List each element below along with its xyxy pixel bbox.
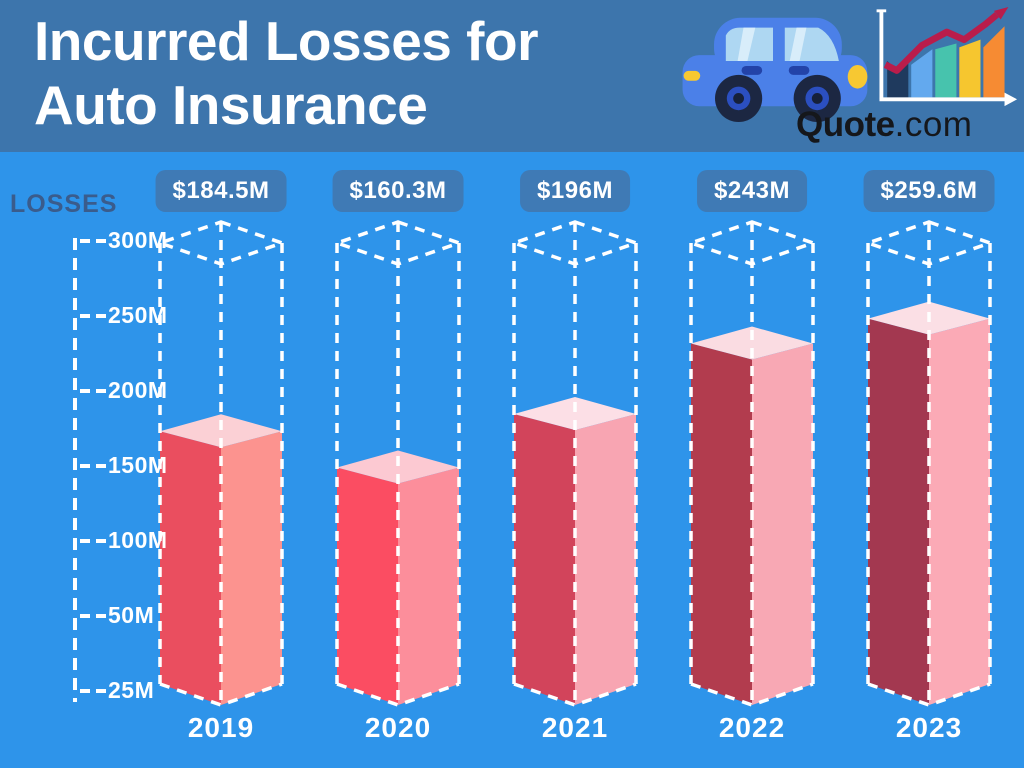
x-axis-label-2021: 2021: [541, 712, 609, 743]
x-axis-label-2023: 2023: [895, 712, 963, 743]
x-axis-label-2019: 2019: [187, 712, 255, 743]
x-axis-label-2020: 2020: [364, 712, 432, 743]
car-icon: [682, 17, 868, 122]
y-tick-label-25m: 25M: [108, 677, 155, 703]
header: Incurred Losses for Auto Insurance: [0, 0, 1024, 152]
brand-chart-logo-icon: [876, 6, 1018, 107]
y-tick-label-100m: 100M: [108, 527, 168, 553]
y-tick-label-300m: 300M: [108, 227, 168, 253]
bar-value-badge-2022: $243M: [697, 170, 807, 212]
brand-name: Quote: [796, 105, 895, 144]
bar-value-badge-2019: $184.5M: [155, 170, 287, 212]
bar-value-badge-2020: $160.3M: [332, 170, 464, 212]
title-line-1: Incurred Losses for: [34, 10, 538, 72]
y-tick-label-200m: 200M: [108, 377, 168, 403]
x-axis-label-2022: 2022: [718, 712, 786, 743]
bar-value-badge-2021: $196M: [520, 170, 630, 212]
y-tick-label-250m: 250M: [108, 302, 168, 328]
y-tick-label-50m: 50M: [108, 602, 155, 628]
page-title: Incurred Losses for Auto Insurance: [34, 10, 538, 138]
bar-value-badge-2023: $259.6M: [863, 170, 995, 212]
y-tick-label-150m: 150M: [108, 452, 168, 478]
brand-tld: .com: [894, 105, 973, 144]
y-axis-title: LOSSES: [10, 190, 118, 218]
brand-wordmark: Quote.com: [796, 105, 1024, 145]
title-line-2: Auto Insurance: [34, 73, 428, 136]
